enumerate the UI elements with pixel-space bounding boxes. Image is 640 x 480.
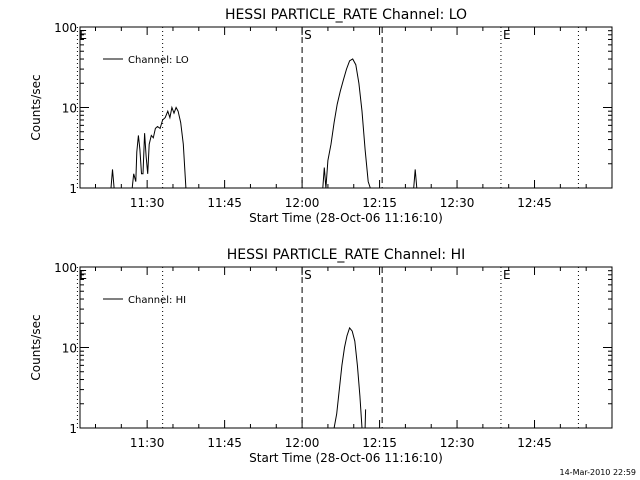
x-axis-label: Start Time (28-Oct-06 11:16:10) xyxy=(249,211,443,225)
x-tick-label: 11:30 xyxy=(130,196,165,210)
y-tick-label: 10 xyxy=(62,102,77,116)
data-series-segment xyxy=(333,326,363,429)
event-marker-label: E xyxy=(79,28,87,42)
x-tick-label: 11:45 xyxy=(207,196,242,210)
x-tick-label: 12:45 xyxy=(517,196,552,210)
x-tick-label: 11:30 xyxy=(130,436,165,450)
x-tick-label: 12:15 xyxy=(362,436,397,450)
x-tick-label: 12:00 xyxy=(285,196,320,210)
panel-hi: HESSI PARTICLE_RATE Channel: HI Counts/se… xyxy=(29,247,613,465)
x-tick-label: 11:45 xyxy=(207,436,242,450)
data-series-segment xyxy=(322,58,371,189)
panel-lo: HESSI PARTICLE_RATE Channel: LO Counts/se… xyxy=(29,7,613,225)
event-marker-label: E xyxy=(503,28,511,42)
x-tick-label: 12:45 xyxy=(517,436,552,450)
event-marker-label: E xyxy=(503,268,511,282)
chart-title: HESSI PARTICLE_RATE Channel: HI xyxy=(227,247,465,263)
y-tick-label: 10 xyxy=(62,342,77,356)
footer-timestamp: 14-Mar-2010 22:59 xyxy=(560,468,637,477)
plot-frame xyxy=(79,26,613,189)
x-tick-label: 12:15 xyxy=(362,196,397,210)
y-axis-label: Counts/sec xyxy=(29,74,43,140)
chart-title: HESSI PARTICLE_RATE Channel: LO xyxy=(225,7,467,23)
event-marker-label: S xyxy=(304,28,312,42)
y-tick-label: 1 xyxy=(69,422,77,436)
data-series-segment xyxy=(364,409,367,429)
legend-label: Channel: LO xyxy=(128,55,189,66)
event-marker-label: S xyxy=(304,268,312,282)
y-tick-label: 100 xyxy=(54,21,77,35)
x-tick-label: 12:00 xyxy=(285,436,320,450)
data-series-segment xyxy=(110,169,115,189)
x-tick-label: 12:30 xyxy=(440,436,475,450)
data-series-segment xyxy=(131,105,187,189)
data-series-segment xyxy=(413,169,418,189)
event-marker-label: E xyxy=(79,268,87,282)
x-axis-label: Start Time (28-Oct-06 11:16:10) xyxy=(249,451,443,465)
plot-frame xyxy=(79,266,613,429)
y-axis-label: Counts/sec xyxy=(29,314,43,380)
x-tick-label: 12:30 xyxy=(440,196,475,210)
y-tick-label: 1 xyxy=(69,182,77,196)
legend-label: Channel: HI xyxy=(128,295,186,306)
y-tick-label: 100 xyxy=(54,261,77,275)
